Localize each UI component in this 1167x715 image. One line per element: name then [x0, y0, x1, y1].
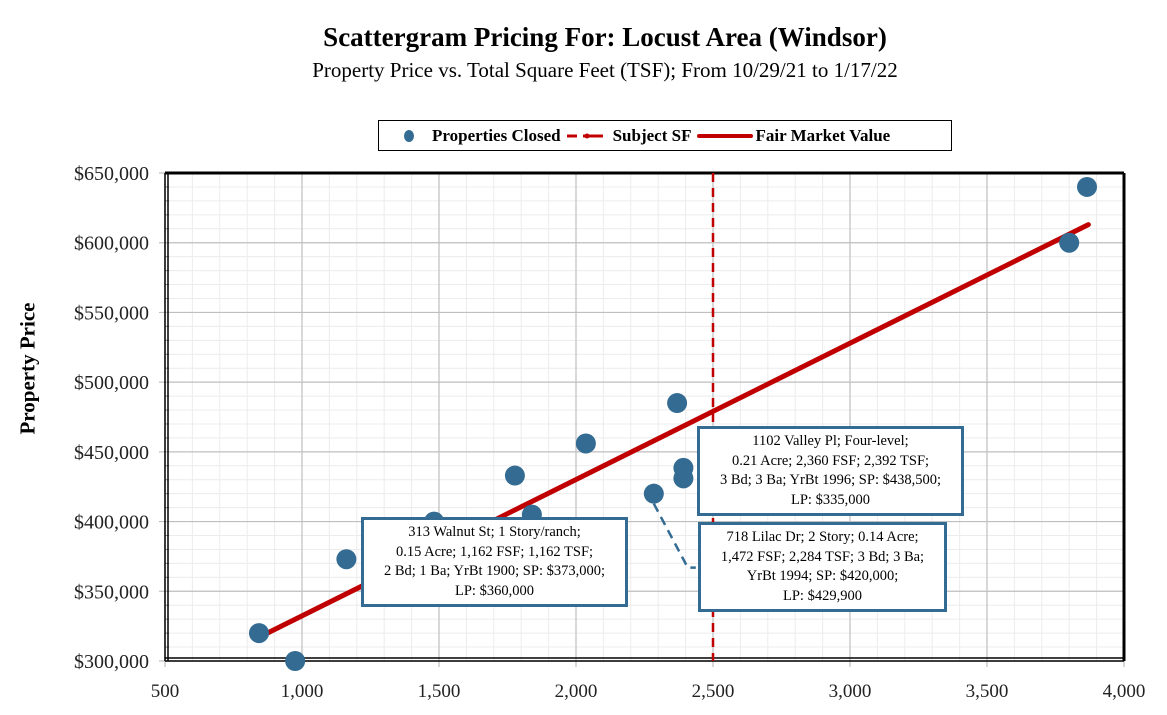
- chart-subtitle: Property Price vs. Total Square Feet (TS…: [312, 58, 898, 82]
- legend: Properties Closed Subject SF Fair Market…: [378, 120, 952, 151]
- y-tick-label: $650,000: [74, 163, 149, 185]
- y-tick-label: $300,000: [74, 651, 149, 673]
- x-tick-labels: 500 1,000 1,500 2,000 2,500 3,000 3,500 4,000: [151, 681, 1146, 702]
- callout-line: 718 Lilac Dr; 2 Story; 0.14 Acre;: [726, 529, 919, 545]
- y-tick-label: $450,000: [74, 442, 149, 464]
- x-tick-label: 2,000: [555, 681, 598, 702]
- data-point: [643, 483, 664, 504]
- legend-dashed-line-icon: [566, 133, 603, 138]
- major-gridlines: [159, 172, 1125, 667]
- data-point: [248, 623, 269, 644]
- legend-label: Subject SF: [612, 125, 692, 145]
- data-point: [667, 393, 688, 414]
- callout-line: 0.21 Acre; 2,360 FSF; 2,392 TSF;: [731, 452, 930, 469]
- data-point: [504, 465, 525, 486]
- chart-title: Scattergram Pricing For: Locust Area (Wi…: [323, 22, 887, 52]
- x-tick-label: 3,000: [829, 681, 872, 702]
- data-point: [1059, 232, 1080, 253]
- callout-line: LP: $335,000: [791, 491, 870, 508]
- y-tick-labels: $300,000 $350,000 $400,000 $450,000 $500,000…: [74, 163, 149, 673]
- callout-lilac: 718 Lilac Dr; 2 Story; 0.14 Acre; 1,472 …: [698, 522, 947, 612]
- x-tick-label: 2,500: [692, 681, 735, 702]
- callout-line: 0.15 Acre; 1,162 FSF; 1,162 TSF;: [395, 543, 594, 560]
- y-tick-label: $500,000: [74, 372, 149, 394]
- properties-closed-points: [248, 176, 1098, 671]
- data-point: [1077, 176, 1098, 197]
- x-tick-label: 3,500: [966, 681, 1009, 702]
- callout-valley: 1102 Valley Pl; Four-level; 0.21 Acre; 2…: [697, 426, 964, 516]
- legend-label: Properties Closed: [432, 125, 561, 145]
- callout-line: 2 Bd; 1 Ba; YrBt 1900; SP: $373,000;: [383, 563, 605, 579]
- callout-walnut: 313 Walnut St; 1 Story/ranch; 0.15 Acre;…: [361, 517, 628, 607]
- y-tick-label: $400,000: [74, 512, 149, 534]
- legend-label: Fair Market Value: [755, 125, 891, 145]
- legend-item-fair-market-value: Fair Market Value: [691, 126, 890, 146]
- legend-item-properties-closed: Properties Closed: [379, 126, 561, 146]
- callout-line: YrBt 1994; SP: $420,000;: [746, 568, 899, 584]
- x-tick-label: 1,500: [418, 681, 461, 702]
- y-tick-label: $600,000: [74, 233, 149, 255]
- x-tick-label: 1,000: [281, 681, 324, 702]
- callout-leaders: [652, 503, 696, 569]
- legend-marker-icon: [404, 129, 414, 142]
- minor-gridlines: [164, 172, 1125, 662]
- data-point: [336, 549, 357, 570]
- data-point: [673, 468, 694, 489]
- legend-solid-line-icon: [697, 133, 754, 138]
- x-tick-label: 500: [151, 681, 180, 702]
- data-point: [285, 651, 306, 671]
- legend-item-subject-sf: Subject SF: [561, 125, 692, 146]
- y-tick-label: $350,000: [74, 581, 149, 603]
- callout-line: 1102 Valley Pl; Four-level;: [752, 433, 909, 449]
- callout-line: 313 Walnut St; 1 Story/ranch;: [408, 524, 581, 540]
- callout-leader-lilac: [652, 503, 696, 569]
- data-point: [575, 433, 596, 454]
- plot-frame: [164, 171, 1126, 662]
- callout-line: LP: $360,000: [455, 582, 534, 599]
- x-tick-label: 4,000: [1103, 681, 1146, 702]
- y-tick-label: $550,000: [74, 302, 149, 324]
- callout-line: 3 Bd; 3 Ba; YrBt 1996; SP: $438,500;: [719, 472, 941, 488]
- callout-line: 1,472 FSF; 2,284 TSF; 3 Bd; 3 Ba;: [720, 548, 925, 565]
- callout-line: LP: $429,900: [783, 587, 862, 604]
